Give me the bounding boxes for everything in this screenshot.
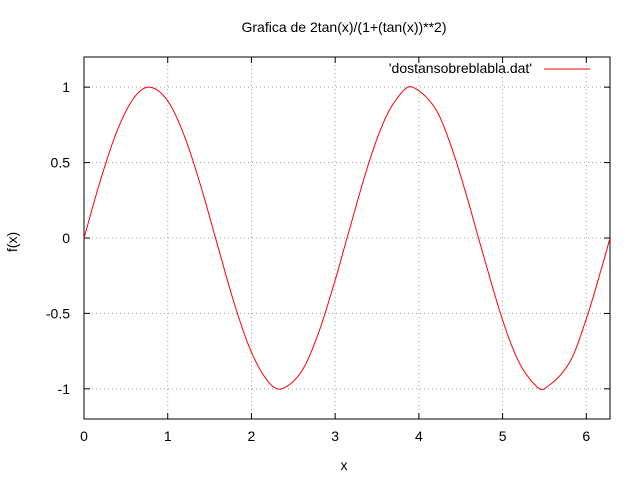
x-tick-label: 6 [582,428,590,444]
x-tick-label: 4 [415,428,423,444]
grid [84,57,610,419]
x-tick-label: 3 [331,428,339,444]
x-tick-label: 5 [499,428,507,444]
x-tick-label: 0 [80,428,88,444]
legend: 'dostansobreblabla.dat' [389,60,590,76]
x-axis-label: x [341,457,348,473]
y-tick-label: 0.5 [51,155,71,171]
series-line [83,86,611,391]
series [83,86,611,391]
y-tick-label: -0.5 [46,305,70,321]
y-axis-label: f(x) [4,232,20,252]
y-tick-label: 1 [62,79,70,95]
y-tick-label: -1 [58,381,71,397]
y-tick-label: 0 [62,230,70,246]
chart-title: Grafica de 2tan(x)/(1+(tan(x))**2) [241,19,446,35]
legend-label: 'dostansobreblabla.dat' [389,60,532,76]
x-tick-label: 1 [164,428,172,444]
tick-labels: 0 1 2 3 4 5 6 -1 -0.5 0 0.5 1 [46,79,591,444]
x-tick-label: 2 [248,428,256,444]
